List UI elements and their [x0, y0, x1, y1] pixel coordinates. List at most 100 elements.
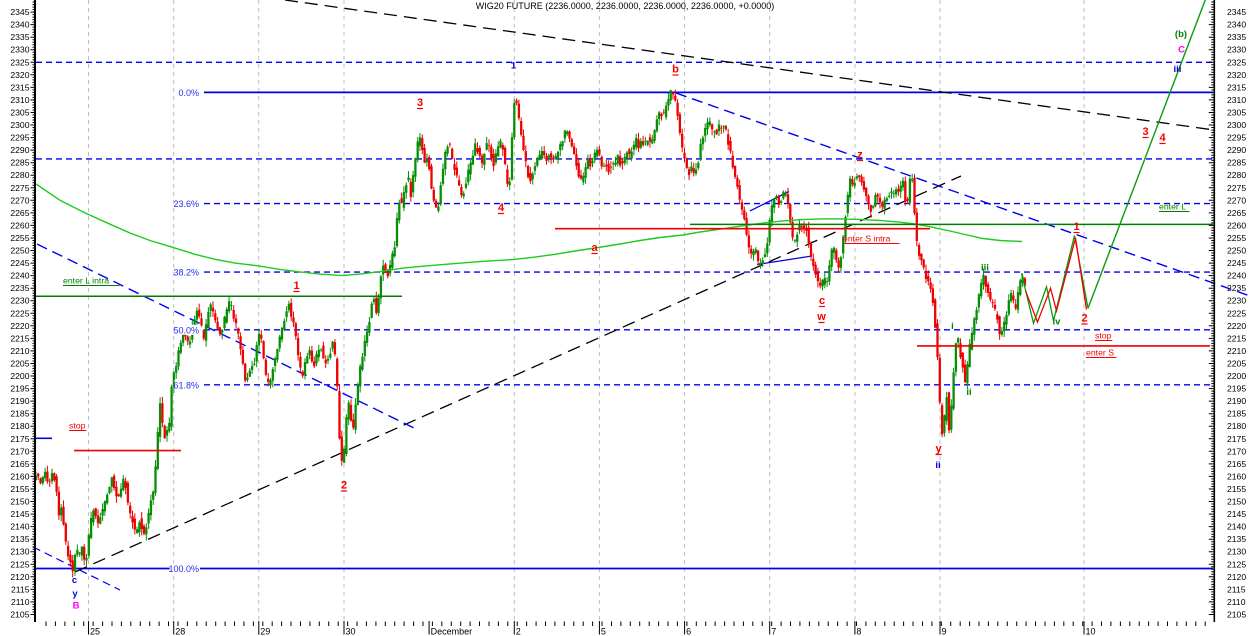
svg-text:2345: 2345 — [10, 7, 29, 17]
svg-text:2295: 2295 — [10, 133, 29, 143]
svg-text:2165: 2165 — [10, 459, 29, 469]
svg-text:3: 3 — [417, 97, 423, 109]
svg-text:7: 7 — [771, 627, 776, 636]
svg-text:2310: 2310 — [10, 95, 29, 105]
svg-text:2235: 2235 — [1227, 283, 1246, 293]
svg-text:2320: 2320 — [10, 70, 29, 80]
svg-text:2125: 2125 — [1227, 559, 1246, 569]
svg-text:2310: 2310 — [1227, 95, 1246, 105]
svg-text:ii: ii — [966, 387, 971, 398]
svg-text:2200: 2200 — [1227, 371, 1246, 381]
svg-text:2325: 2325 — [1227, 57, 1246, 67]
svg-text:2340: 2340 — [1227, 20, 1246, 30]
svg-text:2265: 2265 — [1227, 208, 1246, 218]
svg-text:a: a — [591, 242, 598, 254]
svg-text:z: z — [857, 149, 863, 161]
svg-text:iii: iii — [1174, 64, 1182, 75]
svg-text:2335: 2335 — [10, 32, 29, 42]
svg-text:B: B — [73, 601, 80, 612]
svg-text:2185: 2185 — [1227, 409, 1246, 419]
svg-text:2150: 2150 — [10, 497, 29, 507]
svg-text:2205: 2205 — [1227, 359, 1246, 369]
svg-text:2300: 2300 — [1227, 120, 1246, 130]
svg-text:2290: 2290 — [10, 145, 29, 155]
svg-text:2185: 2185 — [10, 409, 29, 419]
svg-text:4: 4 — [1159, 132, 1166, 144]
svg-text:2150: 2150 — [1227, 497, 1246, 507]
svg-text:2325: 2325 — [10, 57, 29, 67]
svg-text:2155: 2155 — [10, 484, 29, 494]
svg-text:2230: 2230 — [10, 296, 29, 306]
svg-text:6: 6 — [686, 627, 691, 636]
svg-text:2210: 2210 — [10, 346, 29, 356]
svg-text:2285: 2285 — [1227, 158, 1246, 168]
svg-text:b: b — [672, 64, 679, 76]
svg-text:2110: 2110 — [11, 597, 30, 607]
svg-text:61.8%: 61.8% — [173, 380, 199, 390]
svg-text:2195: 2195 — [1227, 384, 1246, 394]
svg-text:1: 1 — [1073, 221, 1079, 233]
svg-text:2305: 2305 — [10, 108, 29, 118]
svg-text:25: 25 — [90, 627, 100, 636]
svg-text:2: 2 — [516, 627, 521, 636]
svg-text:2280: 2280 — [10, 170, 29, 180]
svg-text:enter S: enter S — [1086, 348, 1114, 358]
svg-text:2140: 2140 — [1227, 522, 1246, 532]
svg-text:2175: 2175 — [1227, 434, 1246, 444]
svg-text:2175: 2175 — [10, 434, 29, 444]
svg-text:8: 8 — [856, 627, 861, 636]
svg-text:2335: 2335 — [1227, 32, 1246, 42]
svg-text:2180: 2180 — [1227, 421, 1246, 431]
svg-text:2240: 2240 — [1227, 271, 1246, 281]
svg-text:2285: 2285 — [10, 158, 29, 168]
svg-text:2160: 2160 — [10, 471, 29, 481]
svg-text:2125: 2125 — [10, 559, 29, 569]
svg-text:2320: 2320 — [1227, 70, 1246, 80]
svg-text:December: December — [431, 627, 473, 636]
svg-text:2210: 2210 — [1227, 346, 1246, 356]
svg-text:2215: 2215 — [10, 333, 29, 343]
svg-text:29: 29 — [260, 627, 270, 636]
svg-text:2215: 2215 — [1227, 333, 1246, 343]
svg-text:w: w — [816, 311, 826, 323]
svg-text:4: 4 — [498, 202, 505, 214]
svg-text:2145: 2145 — [10, 509, 29, 519]
svg-text:2340: 2340 — [10, 20, 29, 30]
svg-text:0.0%: 0.0% — [178, 88, 199, 98]
svg-text:y: y — [935, 443, 942, 455]
svg-text:2270: 2270 — [10, 195, 29, 205]
svg-text:1: 1 — [293, 280, 299, 292]
svg-text:2120: 2120 — [10, 572, 29, 582]
svg-text:1: 1 — [511, 61, 517, 72]
svg-text:2220: 2220 — [10, 321, 29, 331]
svg-text:2245: 2245 — [1227, 258, 1246, 268]
svg-text:2250: 2250 — [1227, 246, 1246, 256]
svg-text:23.6%: 23.6% — [173, 199, 199, 209]
svg-text:2105: 2105 — [10, 610, 29, 620]
svg-text:10: 10 — [1086, 627, 1096, 636]
svg-text:2305: 2305 — [1227, 108, 1246, 118]
svg-text:30: 30 — [346, 627, 356, 636]
svg-text:2115: 2115 — [11, 584, 30, 594]
svg-text:enter L intra: enter L intra — [63, 276, 109, 286]
svg-text:c: c — [819, 295, 825, 307]
svg-text:y: y — [72, 589, 78, 600]
svg-text:2225: 2225 — [1227, 308, 1246, 318]
svg-text:2: 2 — [1081, 313, 1087, 325]
svg-text:2145: 2145 — [1227, 509, 1246, 519]
svg-text:28: 28 — [175, 627, 185, 636]
svg-text:enter S intra: enter S intra — [843, 234, 890, 244]
svg-text:2290: 2290 — [1227, 145, 1246, 155]
svg-text:2170: 2170 — [10, 446, 29, 456]
svg-text:2190: 2190 — [10, 396, 29, 406]
svg-text:2225: 2225 — [10, 308, 29, 318]
svg-text:WIG20 FUTURE (2236.0000, 2236.: WIG20 FUTURE (2236.0000, 2236.0000, 2236… — [476, 1, 774, 11]
svg-text:2155: 2155 — [1227, 484, 1246, 494]
svg-text:2120: 2120 — [1227, 572, 1246, 582]
svg-text:2265: 2265 — [10, 208, 29, 218]
svg-text:100.0%: 100.0% — [168, 564, 199, 574]
svg-text:iii: iii — [981, 263, 989, 274]
svg-text:9: 9 — [942, 627, 947, 636]
svg-text:2135: 2135 — [1227, 534, 1246, 544]
svg-text:2345: 2345 — [1227, 7, 1246, 17]
